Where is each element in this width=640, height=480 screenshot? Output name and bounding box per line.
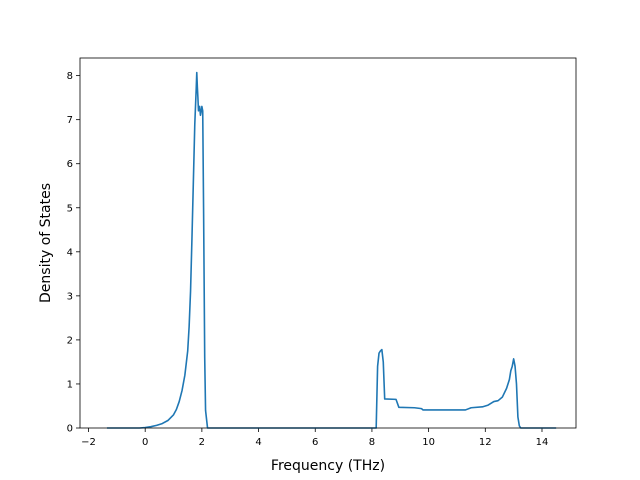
y-axis-ticks: 0 1 2 3 4 5 6 7 8 [67,71,80,435]
x-tick-label: 12 [479,437,492,448]
x-tick-label: 4 [255,437,261,448]
y-tick-label: 8 [67,71,73,82]
x-tick-label: 6 [312,437,318,448]
x-axis-ticks: −2 0 2 4 6 8 10 12 14 [81,428,548,448]
y-tick-label: 4 [67,247,73,258]
y-tick-label: 1 [67,379,73,390]
y-axis-title: Density of States [38,183,54,303]
x-tick-label: 2 [199,437,205,448]
x-tick-label: 14 [536,437,549,448]
x-tick-label: −2 [81,437,96,448]
x-tick-label: 8 [369,437,375,448]
y-tick-label: 0 [67,424,73,435]
x-axis-title: Frequency (THz) [271,458,385,474]
plot-background [80,58,576,428]
y-tick-label: 3 [67,291,73,302]
x-tick-label: 0 [142,437,148,448]
y-tick-label: 5 [67,203,73,214]
y-tick-label: 7 [67,115,73,126]
y-tick-label: 2 [67,335,73,346]
y-tick-label: 6 [67,159,73,170]
x-tick-label: 10 [422,437,435,448]
plot-frame [79,57,577,429]
